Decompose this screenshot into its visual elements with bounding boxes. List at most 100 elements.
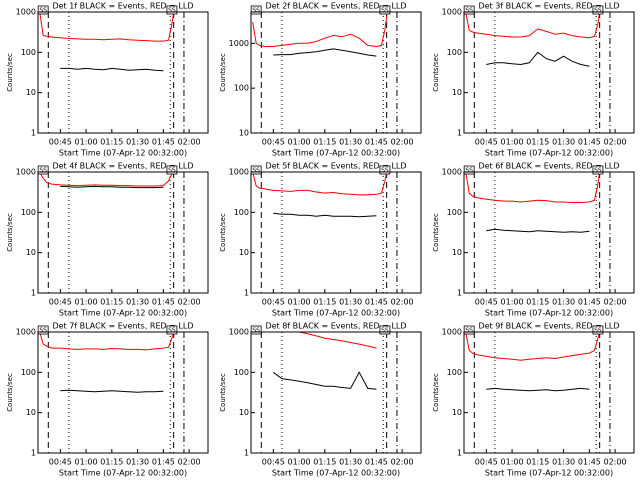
plot-area: [252, 16, 388, 57]
y-tick-label: 10: [239, 248, 249, 257]
chart-title: Det 3f BLACK = Events, RED = LLD: [478, 2, 619, 11]
data-line: [273, 48, 377, 57]
annotation: SS: [381, 167, 389, 174]
data-line: [273, 371, 377, 390]
data-line: [252, 172, 388, 196]
annotation-box: [463, 5, 475, 15]
y-tick-label: 100: [21, 48, 36, 57]
annotation-box: [379, 5, 391, 15]
y-tick-label: 100: [447, 208, 462, 217]
annotation-box: [379, 165, 391, 175]
x-tick-label: 01:00: [501, 298, 524, 307]
y-tick-label: 100: [21, 368, 36, 377]
x-axis-label: Start Time (07-Apr-12 00:32:00): [272, 309, 400, 318]
plot-frame: [250, 11, 422, 134]
x-tick-label: 01:30: [126, 458, 149, 467]
annotation-box: [37, 165, 49, 175]
y-axis-label: Counts/sec: [432, 53, 440, 92]
annotation-box: [379, 325, 391, 335]
annotation-box: [592, 165, 604, 175]
annotation-box: [37, 325, 49, 335]
plot-frame: [463, 331, 635, 454]
y-tick-label: 1: [457, 449, 462, 458]
annotation: SS: [594, 7, 602, 14]
x-tick-label: 02:00: [178, 458, 201, 467]
x-axis-label: Start Time (07-Apr-12 00:32:00): [485, 149, 613, 158]
chart-panel: Det 7f BLACK = Events, RED = LLD Counts/s…: [6, 322, 209, 478]
data-line: [273, 212, 377, 218]
x-tick-label: 01:30: [552, 138, 575, 147]
plot-frame: [463, 171, 635, 294]
y-tick-label: 1000: [442, 168, 462, 177]
x-tick-label: 01:30: [126, 138, 149, 147]
data-line: [465, 332, 601, 361]
y-tick-label: 1000: [16, 8, 36, 17]
x-tick-label: 01:45: [578, 138, 601, 147]
data-line: [60, 185, 164, 189]
data-line: [486, 51, 590, 67]
x-tick-label: 01:45: [365, 458, 388, 467]
x-tick-label: 01:00: [75, 138, 98, 147]
annotation-box: [250, 325, 262, 335]
annotation: SS: [465, 167, 473, 174]
x-tick-label: 01:15: [100, 138, 123, 147]
y-tick-label: 10: [26, 408, 36, 417]
data-line: [39, 332, 175, 351]
y-tick-label: 1000: [442, 8, 462, 17]
x-tick-label: 02:00: [604, 458, 627, 467]
y-tick-label: 1: [457, 289, 462, 298]
chart-panel: Det 9f BLACK = Events, RED = LLD Counts/s…: [432, 322, 635, 478]
annotation: SS: [465, 7, 473, 14]
x-tick-label: 01:30: [339, 298, 362, 307]
annotation: SS: [168, 167, 176, 174]
plot-frame: [463, 11, 635, 134]
chart-title: Det 4f BLACK = Events, RED = LLD: [52, 162, 193, 171]
annotation-box: [37, 5, 49, 15]
y-tick-label: 1: [31, 289, 36, 298]
plot-frame: [250, 171, 422, 294]
x-tick-label: 01:45: [152, 298, 175, 307]
y-tick-label: 10: [239, 129, 249, 138]
y-tick-label: 1000: [442, 328, 462, 337]
x-axis-label: Start Time (07-Apr-12 00:32:00): [59, 469, 187, 478]
x-tick-label: 01:15: [100, 298, 123, 307]
annotation: SS: [381, 7, 389, 14]
chart-panel: Det 8f BLACK = Events, RED = LLD Counts/s…: [219, 322, 422, 478]
annotation: SS: [465, 327, 473, 334]
x-tick-label: 01:30: [339, 138, 362, 147]
y-axis-label: Counts/sec: [432, 213, 440, 252]
chart-title: Det 9f BLACK = Events, RED = LLD: [478, 322, 619, 331]
x-tick-label: 01:00: [75, 298, 98, 307]
chart-panel: Det 4f BLACK = Events, RED = LLD Counts/s…: [6, 162, 209, 318]
y-axis-label: Counts/sec: [6, 213, 14, 252]
x-tick-label: 01:30: [126, 298, 149, 307]
y-tick-label: 1000: [229, 328, 249, 337]
data-line: [60, 389, 164, 393]
chart-panel: Det 3f BLACK = Events, RED = LLD Counts/s…: [432, 2, 635, 158]
annotation: SS: [39, 7, 47, 14]
x-tick-label: 01:00: [75, 458, 98, 467]
plot-area: [39, 172, 175, 189]
y-axis-label: Counts/sec: [219, 53, 227, 92]
plot-area: [39, 332, 175, 393]
x-tick-label: 01:15: [526, 138, 549, 147]
y-axis-label: Counts/sec: [432, 373, 440, 412]
x-axis-label: Start Time (07-Apr-12 00:32:00): [272, 469, 400, 478]
x-tick-label: 01:00: [288, 138, 311, 147]
plot-area: [252, 172, 388, 218]
x-tick-label: 00:45: [49, 138, 72, 147]
plot-frame: [250, 331, 422, 454]
chart-panel: Det 1f BLACK = Events, RED = LLD Counts/s…: [6, 2, 209, 158]
x-tick-label: 01:15: [313, 138, 336, 147]
y-tick-label: 1000: [229, 39, 249, 48]
x-axis-label: Start Time (07-Apr-12 00:32:00): [485, 469, 613, 478]
x-tick-label: 01:15: [526, 458, 549, 467]
x-tick-label: 01:15: [313, 458, 336, 467]
annotation-box: [166, 165, 178, 175]
y-axis-label: Counts/sec: [6, 53, 14, 92]
y-tick-label: 1: [31, 129, 36, 138]
plot-area: [273, 332, 377, 390]
plot-area: [39, 12, 175, 72]
